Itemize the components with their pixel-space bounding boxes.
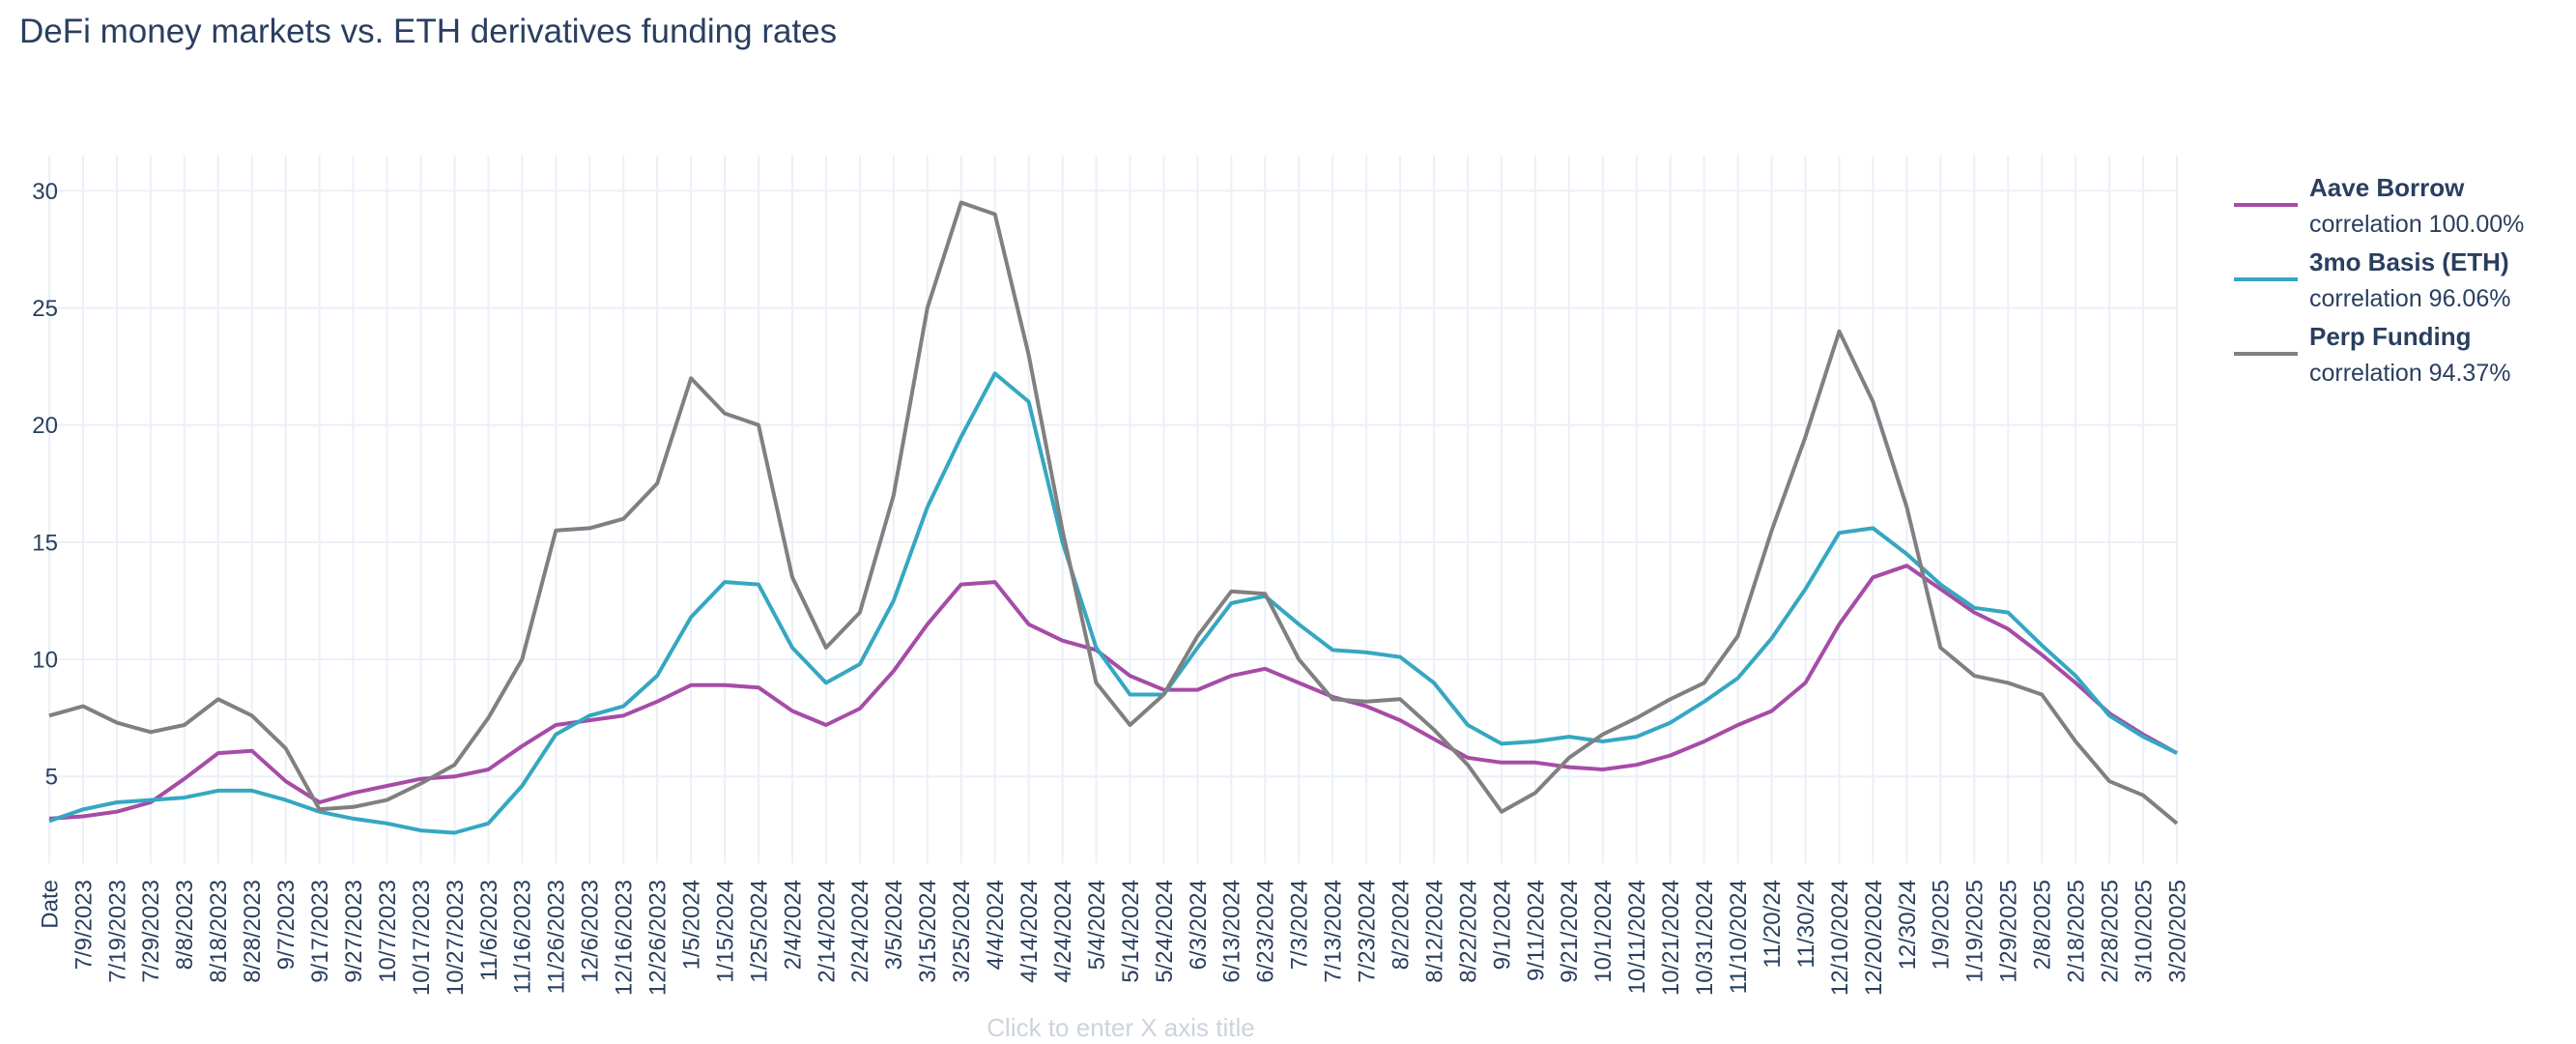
y-tick-label: 15: [32, 530, 58, 556]
x-tick-label: 7/9/2023: [71, 880, 97, 970]
legend-note: correlation 100.00%: [2309, 211, 2524, 238]
x-tick-label: 8/2/2024: [1388, 880, 1414, 970]
x-tick-label: 10/7/2023: [375, 880, 401, 983]
x-tick-label: 10/1/2024: [1590, 880, 1617, 983]
x-tick-label: 11/20/24: [1760, 880, 1786, 969]
x-tick-label: 1/5/2024: [678, 880, 704, 970]
x-tick-label: 9/11/2024: [1523, 880, 1549, 981]
x-tick-label: 6/3/2024: [1186, 880, 1212, 970]
x-tick-label: 11/6/2023: [476, 880, 502, 981]
x-tick-label: 11/16/2023: [510, 880, 536, 994]
x-tick-label: 4/4/2024: [983, 880, 1009, 970]
x-tick-label: 8/22/2024: [1455, 880, 1481, 983]
x-tick-label: 8/28/2023: [240, 880, 266, 983]
x-tick-label: 9/21/2024: [1557, 880, 1583, 983]
legend-item[interactable]: 3mo Basis (ETH) correlation 96.06%: [2234, 247, 2510, 312]
x-tick-label: 1/9/2025: [1929, 880, 1955, 970]
x-tick-label: 6/13/2024: [1219, 880, 1245, 983]
x-tick-label: 3/25/2024: [949, 880, 975, 983]
y-tick-label: 20: [32, 413, 58, 439]
x-tick-label: 10/11/2024: [1624, 880, 1650, 994]
x-tick-label: 9/1/2024: [1489, 880, 1515, 970]
x-tick-label: 7/13/2024: [1321, 880, 1347, 983]
x-tick-label: 7/23/2024: [1355, 880, 1381, 983]
chart-title: DeFi money markets vs. ETH derivatives f…: [19, 13, 837, 50]
x-tick-label: 1/29/2025: [1996, 880, 2022, 983]
legend-item[interactable]: Aave Borrow correlation 100.00%: [2234, 173, 2524, 238]
series-line: [48, 200, 2179, 826]
x-tick-label: 2/14/2024: [814, 880, 840, 983]
x-tick-label: 8/18/2023: [206, 880, 232, 983]
x-tick-label: 12/30/24: [1895, 880, 1921, 970]
x-tick-label: 1/15/2024: [712, 880, 738, 983]
x-tick-label: 5/4/2024: [1084, 880, 1110, 970]
x-tick-label: 10/17/2023: [409, 880, 435, 996]
x-tick-label: 2/4/2024: [780, 880, 806, 970]
legend-note: correlation 96.06%: [2309, 285, 2510, 312]
x-axis-title-placeholder[interactable]: Click to enter X axis title: [987, 1013, 1254, 1042]
y-tick-label: 5: [45, 765, 58, 791]
x-tick-label: 3/20/2025: [2164, 880, 2190, 983]
x-tick-label: 11/10/2024: [1726, 880, 1752, 994]
x-tick-label: 6/23/2024: [1253, 880, 1279, 983]
x-tick-label: 10/31/2024: [1692, 880, 1718, 996]
x-tick-label: 11/26/2023: [544, 880, 570, 994]
x-tick-label: 9/27/2023: [341, 880, 367, 983]
legend-note: correlation 94.37%: [2309, 360, 2510, 387]
x-tick-label: 5/24/2024: [1152, 880, 1178, 983]
legend-label: 3mo Basis (ETH): [2309, 247, 2509, 276]
x-tick-label: 9/7/2023: [273, 880, 300, 970]
y-tick-label: 25: [32, 296, 58, 322]
x-tick-label: 7/3/2024: [1287, 880, 1313, 970]
x-tick-label: 12/16/2023: [612, 880, 638, 996]
x-tick-label: 2/28/2025: [2097, 880, 2123, 983]
x-tick-label: 2/24/2024: [847, 880, 873, 983]
x-tick-label: 12/20/2024: [1861, 880, 1887, 996]
y-tick-label: 10: [32, 648, 58, 674]
x-tick-label: 1/25/2024: [746, 880, 772, 983]
x-tick-label: 3/15/2024: [915, 880, 941, 983]
x-tick-label: 4/14/2024: [1016, 880, 1043, 983]
x-tick-label: 3/10/2025: [2131, 880, 2157, 983]
x-tick-label: 11/30/24: [1793, 880, 1819, 969]
x-tick-label: 9/17/2023: [307, 880, 333, 983]
x-tick-label: 5/14/2024: [1118, 880, 1144, 983]
grid: [48, 156, 2178, 863]
series-line: [48, 564, 2178, 821]
x-tick-label: 3/5/2024: [881, 880, 907, 970]
x-tick-label: 10/21/2024: [1658, 880, 1684, 996]
x-tick-label: 2/8/2025: [2030, 880, 2056, 970]
legend-label: Aave Borrow: [2309, 173, 2465, 202]
series-line: [48, 371, 2178, 835]
x-tick-label: 10/27/2023: [443, 880, 469, 996]
x-tick-label: 7/29/2023: [138, 880, 164, 983]
x-tick-label: 8/12/2024: [1421, 880, 1447, 983]
x-tick-label: 4/24/2024: [1050, 880, 1076, 983]
x-tick-label: 1/19/2025: [1962, 880, 1989, 983]
legend-label: Perp Funding: [2309, 322, 2472, 351]
legend-item[interactable]: Perp Funding correlation 94.37%: [2234, 322, 2510, 387]
x-tick-label: Date: [37, 880, 63, 929]
x-tick-label: 12/26/2023: [645, 880, 672, 996]
x-tick-label: 12/10/2024: [1827, 880, 1853, 996]
y-tick-label: 30: [32, 179, 58, 205]
x-tick-label: 7/19/2023: [104, 880, 130, 983]
x-tick-label: 12/6/2023: [578, 880, 604, 983]
x-tick-label: 8/8/2023: [172, 880, 198, 970]
x-tick-label: 2/18/2025: [2064, 880, 2090, 983]
